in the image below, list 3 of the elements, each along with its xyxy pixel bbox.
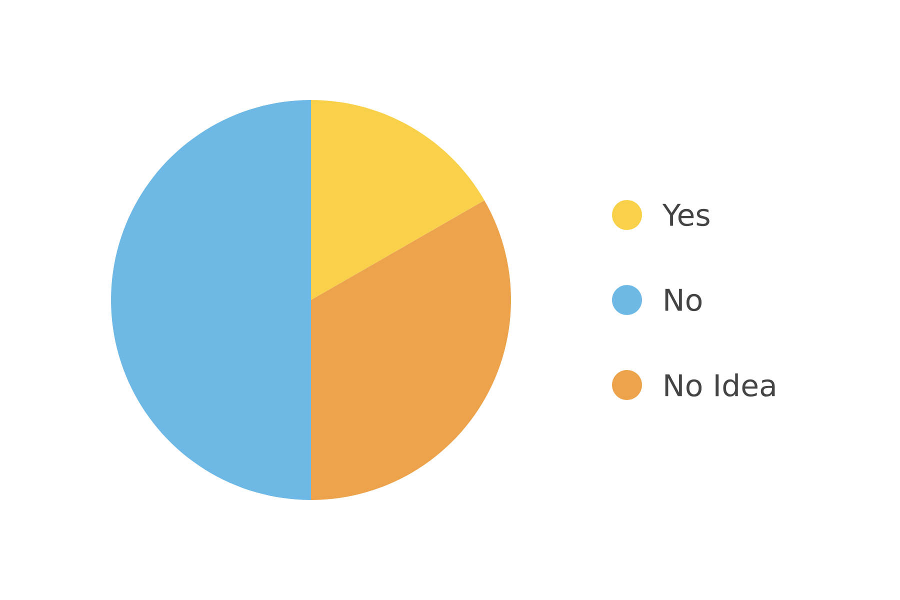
legend-label: No <box>665 288 702 312</box>
legend-label: Yes <box>662 204 710 226</box>
legend-label: No Idea <box>665 373 775 397</box>
